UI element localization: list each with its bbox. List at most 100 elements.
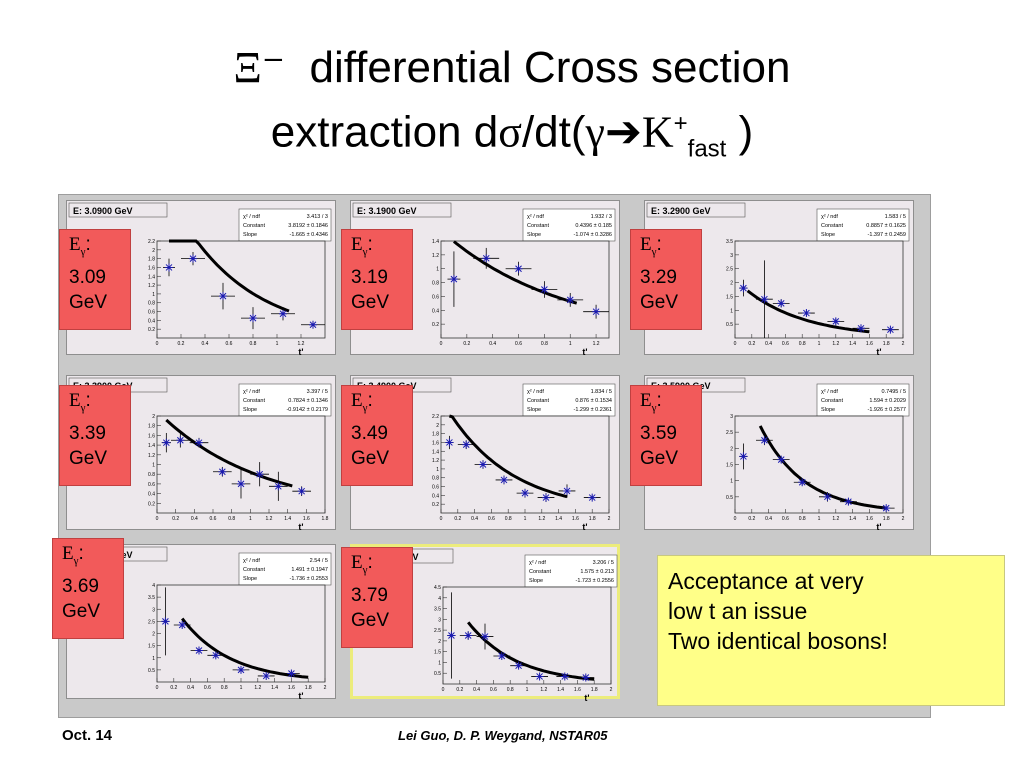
- data-point: [171, 432, 190, 448]
- point-marker: [279, 309, 287, 318]
- y-tick-label: 0.5: [726, 495, 733, 501]
- y-tick-label: 1: [730, 308, 733, 314]
- fit-curve: [449, 414, 568, 499]
- y-tick-label: 3: [438, 617, 441, 623]
- data-point: [557, 292, 584, 307]
- x-tick-label: 0.2: [170, 685, 177, 691]
- energy-symbol: Eγ:: [640, 234, 662, 258]
- data-point: [495, 475, 513, 485]
- x-tick-label: 1.2: [254, 685, 261, 691]
- x-axis-label: t': [298, 522, 303, 532]
- point-marker: [445, 438, 454, 447]
- point-marker: [542, 493, 550, 502]
- point-marker: [297, 487, 306, 496]
- point-marker: [237, 479, 245, 488]
- plot-frame: [440, 240, 610, 339]
- x-axis-label: t': [876, 522, 881, 532]
- plot-frame: [156, 584, 326, 683]
- point-marker: [162, 438, 171, 447]
- fit-stat-value: -1.926 ± 0.2577: [868, 407, 907, 413]
- data-point: [269, 471, 288, 501]
- x-tick-label: 0.2: [178, 341, 185, 347]
- data-point: [877, 504, 895, 513]
- fit-stat-value: 0.7495 / 5: [882, 389, 906, 395]
- note-box: Acceptance at very low t an issue Two id…: [657, 555, 1005, 706]
- fit-stat-label: Slope: [243, 407, 257, 413]
- y-tick-label: 0.6: [148, 482, 155, 488]
- x-tick-label: 0: [156, 516, 159, 522]
- y-tick-label: 0.6: [432, 485, 439, 491]
- y-tick-label: 1.8: [432, 432, 439, 438]
- point-marker: [535, 672, 544, 681]
- data-point: [271, 307, 295, 321]
- fit-stat-value: -1.723 ± 0.2556: [576, 578, 615, 584]
- data-point: [474, 460, 492, 469]
- y-tick-label: 2.5: [434, 628, 441, 634]
- x-tick-label: 1.8: [883, 341, 890, 347]
- energy-symbol: Eγ:: [69, 234, 91, 258]
- point-marker: [540, 285, 549, 294]
- title-text-1: differential Cross section: [309, 43, 791, 92]
- energy-value: 3.09: [69, 266, 106, 288]
- y-tick-label: 3: [730, 414, 733, 420]
- x-tick-label: 0.8: [250, 341, 257, 347]
- data-point: [819, 491, 836, 502]
- data-point: [827, 317, 845, 326]
- energy-value: 3.29: [640, 266, 677, 288]
- data-point: [852, 324, 870, 333]
- energy-unit: GeV: [640, 291, 679, 313]
- slide-title: Ξ⁻ differential Cross section extraction…: [0, 40, 1024, 177]
- x-tick-label: 0.8: [228, 516, 235, 522]
- fit-stat-value: 2.54 / 5: [310, 558, 328, 564]
- y-tick-label: 1.6: [148, 265, 155, 271]
- title-text-3: /dt(: [521, 107, 586, 157]
- point-marker: [777, 299, 786, 308]
- x-tick-label: 2: [902, 516, 905, 522]
- y-tick-label: 1.2: [148, 283, 155, 289]
- point-marker: [566, 295, 575, 304]
- data-point: [301, 320, 325, 329]
- fit-stats-box: [238, 208, 332, 242]
- energy-unit: GeV: [62, 600, 101, 622]
- fit-stats-box: [816, 383, 910, 417]
- fit-curve: [467, 621, 595, 681]
- energy-unit: GeV: [351, 291, 390, 313]
- fit-stat-value: -1.665 ± 0.4346: [290, 232, 329, 238]
- fit-stats-box: [522, 383, 616, 417]
- x-axis-label: t': [298, 691, 303, 701]
- y-tick-label: 2: [730, 281, 733, 287]
- x-tick-label: 2: [324, 685, 327, 691]
- data-point: [756, 260, 773, 338]
- y-tick-label: 2.5: [148, 619, 155, 625]
- point-marker: [844, 497, 853, 506]
- point-marker: [161, 617, 170, 626]
- x-tick-label: 0.4: [489, 341, 496, 347]
- y-tick-label: 3.5: [726, 239, 733, 245]
- x-axis-label: t': [298, 347, 303, 357]
- x-tick-label: 1.2: [593, 341, 600, 347]
- data-point: [447, 251, 461, 307]
- x-tick-label: 2: [610, 687, 613, 693]
- point-marker: [218, 467, 227, 476]
- x-tick-label: 0.8: [221, 685, 228, 691]
- point-marker: [237, 665, 245, 674]
- energy-unit: GeV: [69, 291, 108, 313]
- fit-stat-label: χ² / ndf: [821, 214, 838, 220]
- data-point: [207, 651, 225, 660]
- footer-date: Oct. 14: [62, 727, 113, 744]
- fit-stat-label: χ² / ndf: [243, 214, 260, 220]
- fit-stat-label: Slope: [529, 578, 543, 584]
- x-tick-label: 1.8: [589, 516, 596, 522]
- energy-label-box: Eγ: 3.79 GeV: [341, 547, 413, 648]
- y-tick-label: 1.6: [148, 433, 155, 439]
- point-marker: [481, 632, 489, 641]
- energy-value: 3.39: [69, 422, 106, 444]
- x-tick-label: 0.4: [765, 516, 772, 522]
- data-point: [292, 486, 311, 497]
- x-tick-label: 1: [524, 516, 527, 522]
- y-tick-label: 0.4: [432, 493, 439, 499]
- y-tick-label: 4: [152, 583, 155, 589]
- y-tick-label: 1.8: [148, 424, 155, 430]
